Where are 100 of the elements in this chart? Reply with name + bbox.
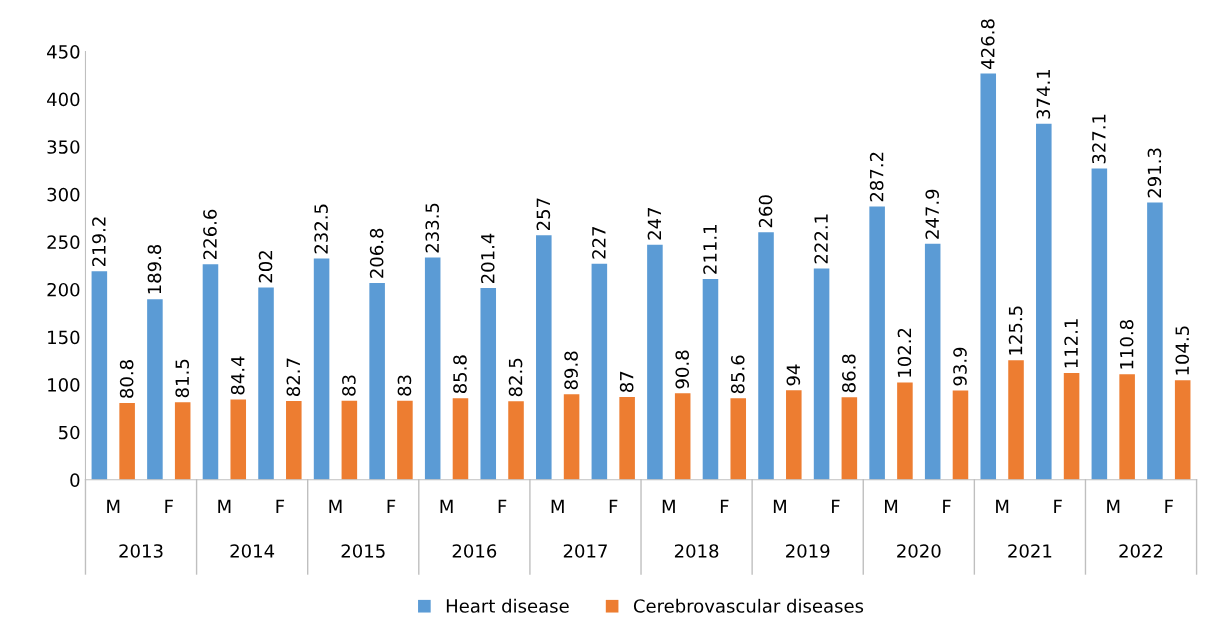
text: 2021 <box>1008 544 1052 558</box>
data-label: 227 <box>592 227 606 259</box>
y-tick-label: 0 <box>70 473 80 487</box>
data-label: 80.8 <box>119 360 134 398</box>
x-tick-label: F <box>943 499 951 513</box>
data-label: 219.2 <box>92 217 106 267</box>
data-label: 110.8 <box>1119 320 1134 369</box>
bar <box>924 243 941 480</box>
bar <box>508 401 524 480</box>
x-tick-label: M <box>551 499 564 513</box>
x-tick-label: M <box>107 499 120 513</box>
bar <box>536 235 552 480</box>
y-tick-label: 300 <box>47 187 80 202</box>
text: 2019 <box>786 544 830 558</box>
bar <box>341 400 358 480</box>
data-label: 211.1 <box>703 225 717 274</box>
data-label: 86.8 <box>842 354 856 393</box>
y-tick-label: 50 <box>59 425 80 440</box>
y-tick-label: 400 <box>47 92 80 107</box>
bar <box>647 244 663 480</box>
bar <box>1008 360 1024 480</box>
bar <box>702 278 719 480</box>
y-tick-label: 450 <box>47 44 80 59</box>
data-label: 90.8 <box>675 350 690 389</box>
bar <box>480 288 497 480</box>
x-tick-label: M <box>885 499 898 513</box>
bar <box>258 287 274 480</box>
bar <box>119 402 135 480</box>
y-tick-label: 250 <box>47 235 80 249</box>
x-tick-label: F <box>387 499 396 513</box>
data-label: 83 <box>397 375 412 396</box>
bar <box>619 396 635 480</box>
data-label: 87 <box>619 371 634 392</box>
bar <box>424 257 441 480</box>
text: 2020 <box>897 544 941 558</box>
bar <box>591 263 608 480</box>
data-label: 257 <box>536 198 551 231</box>
text: 2014 <box>230 544 275 558</box>
data-label: 291.3 <box>1147 148 1162 198</box>
data-label: 82.5 <box>508 358 523 397</box>
legend-label: Heart disease <box>446 598 569 613</box>
x-tick-label: M <box>440 499 453 513</box>
bar <box>730 398 747 480</box>
data-label: 84.4 <box>230 356 245 395</box>
data-label: 260 <box>758 195 773 228</box>
bar <box>563 394 580 480</box>
bar <box>786 390 802 480</box>
data-label: 327.1 <box>1092 114 1106 164</box>
bar <box>174 402 191 480</box>
data-label: 222.1 <box>814 214 828 264</box>
text: 2018 <box>674 544 719 558</box>
legend-label: Cerebrovascular diseases <box>633 598 864 613</box>
text: 2015 <box>341 544 385 558</box>
data-label: 94 <box>786 364 801 386</box>
y-tick-label: 100 <box>48 378 80 392</box>
data-label: 247 <box>647 207 662 240</box>
text: 2017 <box>563 544 607 558</box>
text: 2022 <box>1119 544 1163 558</box>
y-tick-label: 350 <box>47 140 80 154</box>
bar <box>1174 380 1191 480</box>
bar <box>147 299 163 480</box>
bar <box>980 73 997 480</box>
x-tick-label: M <box>1107 499 1120 513</box>
bar <box>952 390 969 480</box>
data-label: 287.2 <box>869 152 884 202</box>
bar <box>813 268 830 480</box>
bar <box>397 400 413 480</box>
data-label: 89.8 <box>564 351 578 390</box>
bar <box>1119 374 1135 480</box>
bar <box>202 264 219 480</box>
data-label: 247.9 <box>925 189 940 239</box>
x-tick-label: F <box>276 499 285 513</box>
data-label: 202 <box>258 251 273 283</box>
data-label: 206.8 <box>369 228 384 278</box>
bar <box>1147 202 1163 480</box>
y-tick-label: 150 <box>48 330 80 345</box>
bar <box>91 271 108 480</box>
text: 2013 <box>119 544 163 558</box>
x-tick-label: F <box>498 499 507 513</box>
x-tick-label: M <box>329 499 342 513</box>
bar <box>452 398 469 480</box>
bar <box>1036 123 1052 480</box>
data-label: 233.5 <box>425 203 440 253</box>
x-tick-label: F <box>1165 499 1173 513</box>
data-label: 93.9 <box>953 347 967 386</box>
data-label: 85.8 <box>453 355 467 394</box>
bar <box>869 206 885 480</box>
bar <box>369 282 385 480</box>
x-tick-label: F <box>165 499 173 513</box>
data-label: 125.5 <box>1008 306 1023 355</box>
data-label: 82.7 <box>286 358 301 397</box>
text: 2016 <box>452 544 497 558</box>
data-label: 81.5 <box>175 359 190 398</box>
bar <box>1091 168 1108 480</box>
data-label: 226.6 <box>203 209 217 259</box>
data-label: 232.5 <box>314 204 328 254</box>
bar <box>674 393 691 480</box>
bar <box>841 397 858 480</box>
x-tick-label: F <box>609 499 618 513</box>
data-label: 85.6 <box>730 355 745 394</box>
